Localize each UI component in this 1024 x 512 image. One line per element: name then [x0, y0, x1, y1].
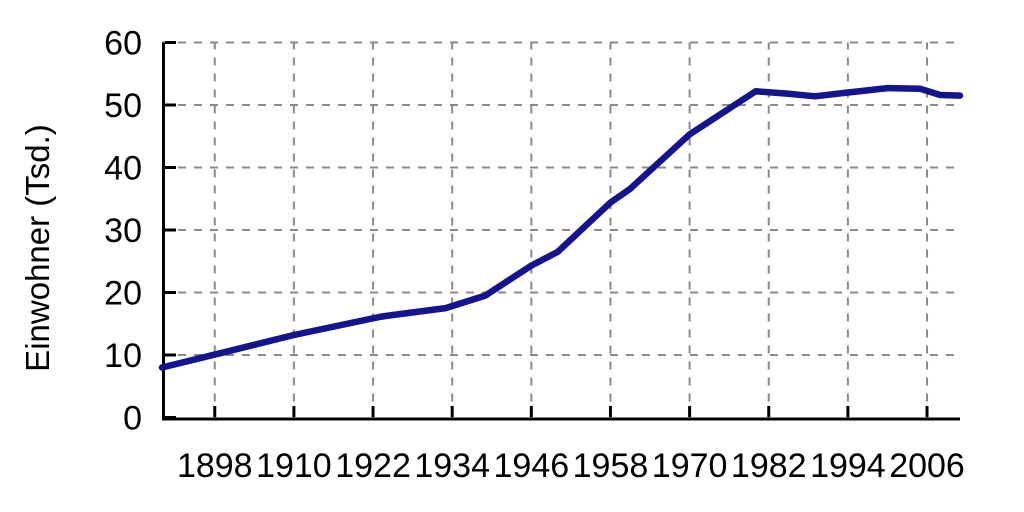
y-tick-label: 0: [123, 400, 142, 438]
x-tick-labels: 1898 1910 1922 1934 1946 1958 1970 1982 1994 2006: [177, 447, 965, 485]
tick-marks: [165, 41, 929, 419]
x-tick-label: 1910: [256, 447, 332, 485]
x-tick-label: 1934: [414, 447, 490, 485]
gridlines: [162, 41, 960, 418]
x-tick-label: 1970: [652, 447, 728, 485]
x-tick-label: 1958: [573, 447, 649, 485]
x-tick-label: 1982: [731, 447, 807, 485]
axes: [162, 42, 960, 421]
x-tick-label: 1922: [335, 447, 411, 485]
y-tick-label: 60: [104, 25, 142, 63]
y-tick-label: 30: [104, 212, 142, 250]
y-tick-label: 50: [104, 87, 142, 125]
y-tick-label: 10: [104, 337, 142, 375]
y-tick-label: 20: [104, 275, 142, 313]
y-tick-labels: 0 10 20 30 40 50 60: [104, 25, 142, 438]
x-tick-label: 2006: [889, 447, 965, 485]
x-tick-label: 1946: [494, 447, 570, 485]
y-tick-label: 40: [104, 150, 142, 188]
x-tick-label: 1994: [810, 447, 886, 485]
data-line-einwohner: [158, 84, 964, 371]
x-tick-label: 1898: [177, 447, 253, 485]
